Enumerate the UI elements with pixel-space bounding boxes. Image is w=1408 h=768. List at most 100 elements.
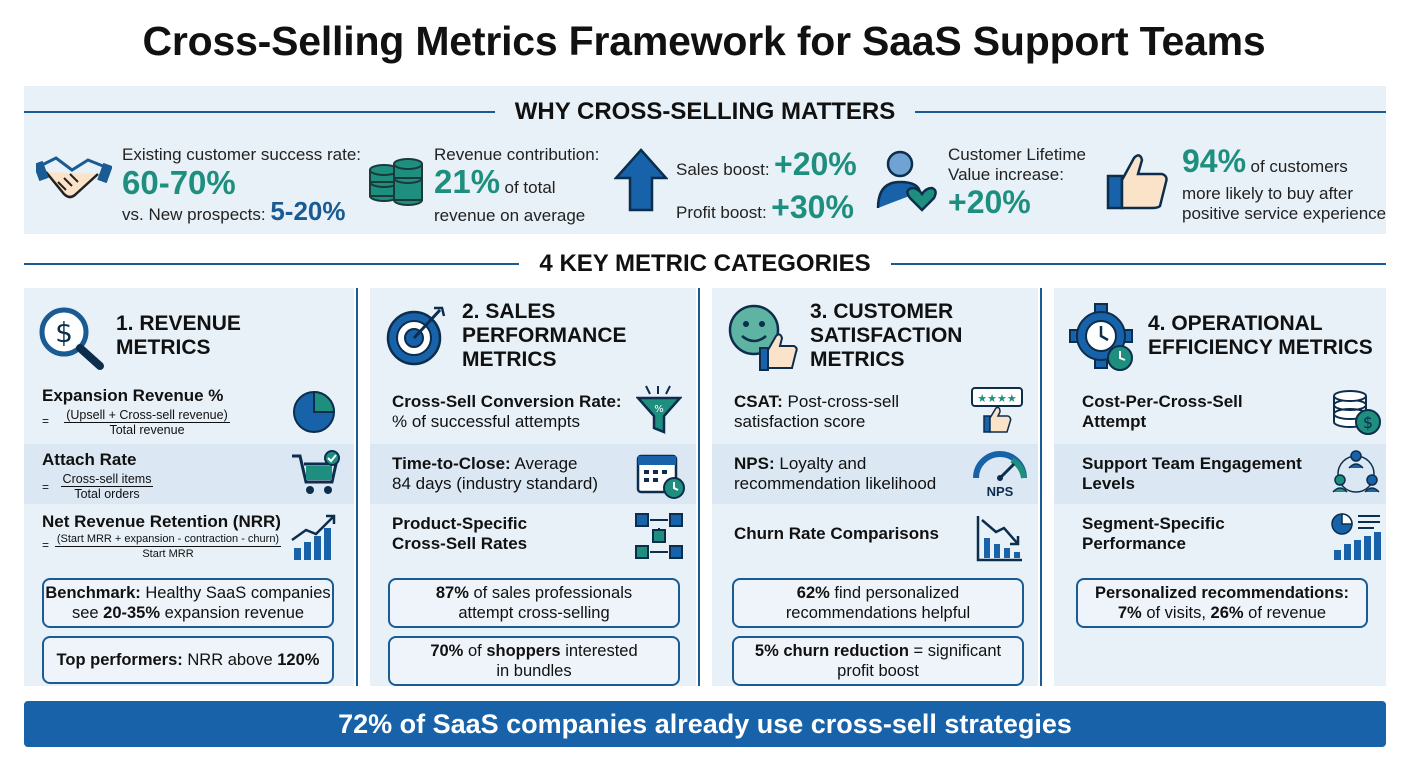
categories-heading: 4 KEY METRIC CATEGORIES xyxy=(539,250,871,277)
success-rate-stat: Existing customer success rate: 60-70% v… xyxy=(122,145,361,225)
gear-clock-icon xyxy=(1069,303,1133,371)
callout-value: 87% xyxy=(435,584,469,602)
coins-icon xyxy=(369,158,423,206)
metric-name: Cross-Sell Conversion Rate: xyxy=(392,392,622,411)
callout-text: expansion revenue xyxy=(164,604,305,622)
shoppers-callout: 70% of shoppers interested in bundles xyxy=(388,636,680,686)
metric-name-line: Levels xyxy=(1082,474,1135,493)
equals-sign: = xyxy=(42,480,50,494)
metric-name-line: Support Team Engagement xyxy=(1082,454,1302,473)
metric-time-to-close: Time-to-Close: Average 84 days (industry… xyxy=(370,444,696,504)
svg-text:★★★★: ★★★★ xyxy=(977,392,1017,405)
success-value: 60-70% xyxy=(122,164,236,201)
benchmark-callout: Benchmark: Healthy SaaS companies see 20… xyxy=(42,578,334,628)
why-heading: WHY CROSS-SELLING MATTERS xyxy=(514,98,896,125)
customers-label1: of customers xyxy=(1250,157,1348,176)
callout-bold: Benchmark: xyxy=(45,584,141,602)
revenue-contribution-stat: Revenue contribution: 21% of total reven… xyxy=(434,145,599,226)
customers-value: 94% xyxy=(1182,143,1247,179)
callout-bold: shoppers xyxy=(486,642,561,660)
svg-text:$: $ xyxy=(1363,413,1373,432)
callout-text: see xyxy=(71,604,99,622)
nps-icon-label: NPS xyxy=(986,484,1014,499)
callout-bold: Top performers: xyxy=(56,651,183,669)
metric-cost-per-attempt: Cost-Per-Cross-Sell Attempt $ xyxy=(1054,380,1386,440)
sales-label: Sales boost: xyxy=(676,160,770,179)
profit-label: Profit boost: xyxy=(676,203,767,222)
divider xyxy=(915,111,1387,113)
handshake-icon xyxy=(36,156,112,199)
metric-name: Support Team Engagement Levels xyxy=(1082,454,1302,494)
callout-text: of visits, xyxy=(1146,604,1206,622)
callout-text: interested xyxy=(565,642,638,660)
col2-title-line2: PERFORMANCE xyxy=(462,324,627,347)
metric-desc: Post-cross-sell xyxy=(787,392,899,411)
cart-icon xyxy=(292,450,340,494)
callout-text: find personalized xyxy=(834,584,960,602)
callout-text: of sales professionals xyxy=(473,584,633,602)
metric-text: Time-to-Close: Average 84 days (industry… xyxy=(392,454,598,494)
col3-title: 3. CUSTOMER SATISFACTION METRICS xyxy=(810,300,962,372)
sales-pros-callout: 87% of sales professionals attempt cross… xyxy=(388,578,680,628)
metric-desc: Average xyxy=(514,454,578,473)
divider xyxy=(24,263,520,265)
metric-attach-rate: Attach Rate = Cross-sell items Total ord… xyxy=(24,444,354,504)
metric-name: Product-Specific Cross-Sell Rates xyxy=(392,514,527,554)
col4-title: 4. OPERATIONAL EFFICIENCY METRICS xyxy=(1148,312,1373,360)
formula-denominator: Total revenue xyxy=(109,423,185,437)
metric-csat: CSAT: Post-cross-sell satisfaction score… xyxy=(712,380,1038,440)
callout-text: NRR above xyxy=(187,651,273,669)
why-panel xyxy=(24,86,1386,234)
metric-name-line: Product-Specific xyxy=(392,514,528,533)
callout-text: = significant xyxy=(913,642,1002,660)
person-heart-icon xyxy=(876,150,937,212)
gauge-icon xyxy=(973,451,1027,481)
metric-name: Time-to-Close: xyxy=(392,454,511,473)
report-chart-icon xyxy=(1331,513,1381,560)
metric-text: CSAT: Post-cross-sell satisfaction score xyxy=(734,392,899,432)
churn-reduction-callout: 5% churn reduction = significant profit … xyxy=(732,636,1024,686)
metric-desc: satisfaction score xyxy=(734,412,866,431)
col1-title-line1: 1. REVENUE xyxy=(116,312,241,335)
clv-label2: Value increase: xyxy=(948,165,1064,184)
metric-nrr: Net Revenue Retention (NRR) = (Start MRR… xyxy=(24,508,354,570)
metric-desc: % of successful attempts xyxy=(392,412,581,431)
metric-desc: recommendation likelihood xyxy=(734,474,937,493)
categories-header: 4 KEY METRIC CATEGORIES xyxy=(24,249,1387,279)
growth-chart-icon xyxy=(291,514,336,560)
personalized-revenue-callout: Personalized recommendations: 7% of visi… xyxy=(1076,578,1368,628)
formula: (Start MRR + expansion - contraction - c… xyxy=(50,532,286,561)
col2-title-line3: METRICS xyxy=(462,348,557,371)
metric-name: Churn Rate Comparisons xyxy=(734,524,939,543)
boost-stats: Sales boost: +20% Profit boost: +30% xyxy=(676,146,857,232)
formula-denominator: Start MRR xyxy=(142,548,194,560)
col4-title-line1: 4. OPERATIONAL xyxy=(1148,312,1323,335)
callout-value: 7% xyxy=(1117,604,1142,622)
metric-name-line: Cost-Per-Cross-Sell xyxy=(1082,392,1243,411)
metric-name: NPS: xyxy=(734,454,775,473)
callout-text: profit boost xyxy=(837,662,919,680)
metric-engagement: Support Team Engagement Levels xyxy=(1054,444,1386,504)
callout-text: recommendations helpful xyxy=(785,604,971,622)
page-title: Cross-Selling Metrics Framework for SaaS… xyxy=(142,18,1266,64)
metric-name-line: Cross-Sell Rates xyxy=(392,534,528,553)
cubes-icon xyxy=(635,513,683,559)
callout-value: 20-35% xyxy=(103,604,161,622)
sales-value: +20% xyxy=(774,146,857,182)
divider xyxy=(890,263,1387,265)
team-icon xyxy=(1332,450,1380,493)
magnifier-dollar-icon: $ xyxy=(39,307,104,370)
callout-text: of xyxy=(467,642,482,660)
customers-label3: positive service experience xyxy=(1182,204,1387,223)
callout-text: of revenue xyxy=(1248,604,1327,622)
metric-text: Cross-Sell Conversion Rate: % of success… xyxy=(392,392,622,432)
callout-value: 26% xyxy=(1210,604,1244,622)
calendar-clock-icon xyxy=(636,454,685,499)
callout-bold: Personalized recommendations: xyxy=(1095,584,1349,602)
metric-name: Attach Rate xyxy=(42,450,137,469)
prospects-label: vs. New prospects: xyxy=(122,205,266,224)
callout-text: in bundles xyxy=(496,662,572,680)
metric-name-line: Segment-Specific xyxy=(1082,514,1225,533)
col3-title-line1: 3. CUSTOMER xyxy=(810,300,954,323)
revenue-value: 21% xyxy=(434,163,501,200)
